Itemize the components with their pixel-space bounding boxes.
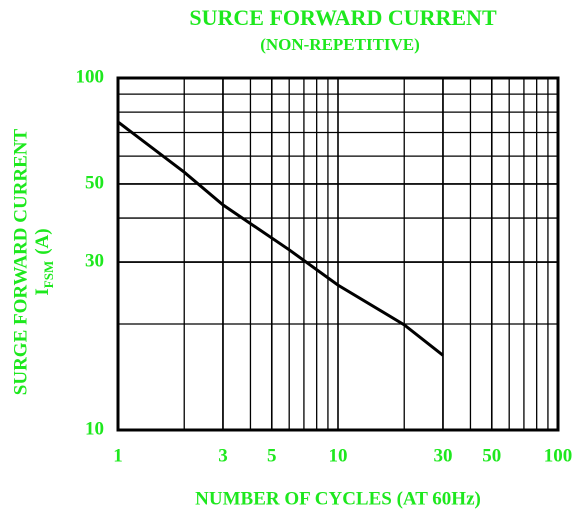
plot-frame — [116, 76, 560, 432]
x-tick-label: 1 — [113, 445, 123, 466]
y-tick-label: 100 — [76, 66, 105, 87]
y-tick-label: 30 — [85, 250, 104, 271]
y-tick-label: 50 — [85, 172, 104, 193]
x-tick-label: 5 — [267, 445, 277, 466]
x-tick-label: 30 — [433, 445, 452, 466]
y-axis-label: SURGE FORWARD CURRENT — [10, 128, 31, 395]
x-tick-label: 50 — [482, 445, 501, 466]
x-axis-label: NUMBER OF CYCLES (AT 60Hz) — [195, 488, 481, 509]
chart-title: SURCE FORWARD CURRENT — [189, 5, 497, 30]
data-line — [117, 120, 444, 357]
x-tick-label: 3 — [218, 445, 228, 466]
y-tick-label: 10 — [85, 418, 104, 439]
y-axis-label-2: IFSM(A) — [32, 228, 56, 295]
x-tick-label: 100 — [544, 445, 573, 466]
chart-subtitle: (NON-REPETITIVE) — [260, 35, 420, 54]
x-tick-label: 10 — [329, 445, 348, 466]
